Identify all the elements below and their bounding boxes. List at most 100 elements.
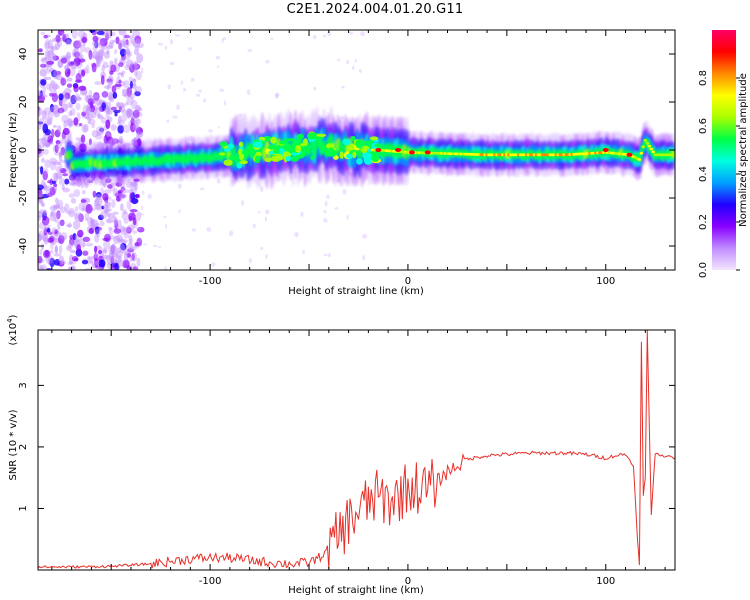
- spectrogram-speckle: [354, 58, 358, 63]
- spectrogram-speckle: [200, 187, 205, 191]
- spectrogram-speckle: [84, 94, 89, 103]
- spectrogram-speckle: [126, 87, 133, 97]
- spectrogram-speckle: [110, 124, 117, 131]
- spectrogram-speckle: [53, 216, 59, 223]
- spectrogram-speckle: [107, 77, 113, 87]
- spectrogram-speckle: [52, 53, 57, 62]
- spectrogram-speckle: [91, 260, 100, 266]
- spectrogram-speckle: [135, 38, 141, 43]
- spectrogram-speckle: [265, 254, 268, 259]
- spectrogram-speckle: [137, 226, 145, 233]
- spectrogram-speckle: [57, 60, 63, 69]
- spectrogram-speckle: [362, 255, 366, 261]
- spectrogram-speckle: [38, 192, 44, 199]
- snr-x-axis: -100 0 100: [51, 330, 666, 587]
- spectrogram-speckle: [88, 89, 93, 99]
- spectrogram-speckle: [105, 254, 112, 261]
- spectrogram-speckle: [119, 226, 128, 236]
- spectrogram-speckle: [70, 108, 76, 116]
- spectrogram-y-tick-label: -20: [18, 190, 29, 206]
- spectrogram-core: [639, 151, 644, 155]
- spectrogram-speckle: [83, 123, 89, 133]
- snr-x-tick-label: -100: [199, 576, 222, 587]
- spectrogram-speckle: [68, 266, 72, 270]
- spectrogram-speckle: [40, 63, 47, 68]
- spectrogram-speckle: [164, 45, 168, 51]
- spectrogram-speckle: [45, 83, 52, 91]
- spectrogram-blob: [218, 152, 226, 156]
- spectrogram-speckle: [135, 131, 140, 140]
- colorbar-tick-label: 0.6: [698, 118, 709, 134]
- spectrogram-speckle: [52, 124, 58, 128]
- spectrogram-speckle: [88, 227, 94, 234]
- spectrogram-speckle: [241, 200, 245, 206]
- spectrogram-speckle: [85, 242, 94, 247]
- spectrogram-speckle: [59, 168, 67, 174]
- spectrogram-speckle: [129, 34, 136, 43]
- spectrogram-speckle: [118, 79, 122, 84]
- spectrogram-speckle: [68, 260, 77, 265]
- spectrogram-speckle: [38, 184, 44, 191]
- spectrogram-speckle: [44, 143, 51, 147]
- spectrogram-speckle: [341, 85, 345, 89]
- spectrogram-speckle: [67, 68, 71, 75]
- spectrogram-speckle: [39, 249, 43, 256]
- spectrogram-y-tick-label: 40: [18, 48, 29, 61]
- spectrogram-speckle: [51, 84, 60, 90]
- spectrogram-speckle: [46, 60, 55, 65]
- spectrogram-speckle: [63, 120, 67, 129]
- spectrogram-speckle: [48, 110, 54, 120]
- spectrogram-speckle: [46, 227, 51, 233]
- spectrogram-speckle: [334, 207, 339, 210]
- spectrogram-speckle: [108, 42, 114, 48]
- spectrogram-speckle: [46, 67, 55, 72]
- spectrogram-speckle: [129, 255, 133, 263]
- spectrogram-speckle: [40, 31, 46, 36]
- spectrogram-hotspot: [395, 148, 402, 152]
- spectrogram-speckle: [98, 267, 103, 270]
- spectrogram-speckle: [93, 253, 98, 262]
- spectrogram-speckle: [81, 207, 85, 212]
- spectrogram-speckle: [137, 42, 144, 49]
- spectrogram-blob: [278, 140, 287, 145]
- spectrogram-speckle: [131, 252, 138, 262]
- spectrogram-speckle: [300, 211, 304, 217]
- spectrogram-speckle: [81, 111, 87, 117]
- spectrogram-speckle: [76, 96, 82, 102]
- spectrogram-speckle: [49, 117, 53, 122]
- spectrogram-blob: [339, 151, 344, 159]
- spectrogram-speckle: [95, 192, 102, 198]
- spectrogram-speckle: [167, 84, 172, 90]
- snr-panel: -100 0 100 1 2 3 Height of straight line (km…: [6, 314, 676, 596]
- spectrogram-speckle: [132, 120, 137, 131]
- spectrogram-speckle: [136, 237, 143, 247]
- spectrogram-speckle: [125, 39, 129, 46]
- spectrogram-speckle: [66, 224, 73, 228]
- spectrogram-speckle: [124, 48, 131, 55]
- spectrogram-speckle: [107, 208, 113, 212]
- spectrogram-speckle: [71, 49, 79, 58]
- spectrogram-speckle: [219, 88, 225, 92]
- spectrogram-speckle: [64, 87, 72, 95]
- spectrogram-speckle: [136, 53, 144, 64]
- spectrogram-speckle: [70, 197, 77, 204]
- spectrogram-speckle: [38, 138, 46, 142]
- spectrogram-speckle: [76, 51, 83, 59]
- spectrogram-speckle: [139, 212, 144, 216]
- spectrogram-speckle: [72, 233, 77, 241]
- spectrogram-speckle: [46, 50, 55, 61]
- spectrogram-speckle: [78, 213, 84, 223]
- spectrogram-speckle: [61, 31, 66, 36]
- spectrogram-speckle: [67, 39, 72, 46]
- spectrogram-speckle: [85, 217, 89, 222]
- spectrogram-speckle: [74, 96, 82, 101]
- spectrogram-speckle: [40, 202, 46, 208]
- spectrogram-speckle: [49, 161, 57, 171]
- spectrogram-speckle: [107, 91, 114, 101]
- spectrogram-speckle: [43, 76, 49, 81]
- spectrogram-speckle: [124, 34, 131, 39]
- spectrogram-speckle: [94, 107, 101, 117]
- spectrogram-hotspot: [626, 152, 633, 157]
- spectrogram-speckle: [73, 212, 78, 220]
- spectrogram-blob: [356, 158, 363, 165]
